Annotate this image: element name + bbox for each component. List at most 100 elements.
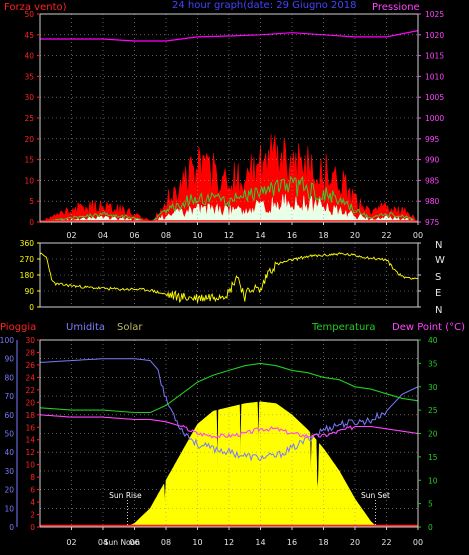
pressure-ytick-label: 995 bbox=[425, 135, 440, 144]
rain-ytick-label: 12 bbox=[25, 448, 35, 457]
pressure-line bbox=[40, 30, 419, 42]
wind-ytick-label: 45 bbox=[24, 31, 34, 40]
wind-ytick-label: 20 bbox=[24, 135, 34, 144]
rain-ytick-label: 8 bbox=[30, 473, 35, 482]
panel1-xtick-label: 10 bbox=[192, 231, 202, 240]
wind-ytick-label: 0 bbox=[29, 218, 34, 227]
panel3-xtick-label: 22 bbox=[381, 538, 391, 547]
wind-ytick-label: 50 bbox=[24, 10, 34, 19]
temperature-ytick-label: 35 bbox=[428, 359, 438, 368]
rain-ytick-label: 20 bbox=[25, 398, 35, 407]
direction-ytick-label: 360 bbox=[20, 239, 35, 248]
panel1-xtick-label: 14 bbox=[255, 231, 265, 240]
rain-ytick-label: 18 bbox=[25, 411, 35, 420]
pressure-ytick-label: 1005 bbox=[425, 93, 444, 102]
panel1-xtick-label: 04 bbox=[98, 231, 108, 240]
humidity-ytick-label: 100 bbox=[0, 336, 14, 345]
temperature-ytick-label: 0 bbox=[428, 523, 433, 532]
panel3-xtick-label: 06 bbox=[129, 538, 139, 547]
temperature-line bbox=[39, 362, 419, 414]
chart-title: 24 hour graph(date: 29 Giugno 2018 bbox=[172, 0, 356, 11]
pressure-ytick-label: 975 bbox=[425, 218, 440, 227]
temperature-ytick-label: 25 bbox=[428, 406, 438, 415]
pressure-ytick-label: 1015 bbox=[425, 52, 444, 61]
panel3-xtick-label: 18 bbox=[318, 538, 328, 547]
rain-ytick-label: 30 bbox=[25, 336, 35, 345]
panel3-xtick-label: 00 bbox=[413, 538, 423, 547]
panel3-xtick-label: 14 bbox=[255, 538, 265, 547]
humidity-ytick-label: 90 bbox=[4, 355, 14, 364]
panel3-xtick-label: 16 bbox=[287, 538, 297, 547]
rain-ytick-label: 28 bbox=[25, 348, 35, 357]
dewpoint-axis-label: Dew Point (°C) bbox=[392, 322, 465, 333]
humidity-ytick-label: 20 bbox=[4, 486, 14, 495]
compass-east: E bbox=[435, 288, 441, 299]
solar-axis-label: Solar bbox=[117, 322, 143, 333]
panel3-xtick-label: 04 bbox=[98, 538, 108, 547]
rain-axis-label: Pioggia bbox=[0, 322, 36, 333]
temperature-ytick-label: 5 bbox=[428, 500, 433, 509]
humidity-ytick-label: 10 bbox=[4, 504, 14, 513]
wind-axis-label: Forza vento) bbox=[4, 2, 67, 13]
humidity-ytick-label: 30 bbox=[4, 467, 14, 476]
humidity-ytick-label: 60 bbox=[4, 411, 14, 420]
direction-ytick-label: 0 bbox=[29, 303, 34, 312]
pressure-axis-label: Pressione bbox=[372, 2, 420, 13]
humidity-line bbox=[39, 358, 419, 462]
wind-ytick-label: 25 bbox=[24, 114, 34, 123]
panel1-xtick-label: 00 bbox=[413, 231, 423, 240]
panel1-xtick-label: 22 bbox=[381, 231, 391, 240]
panel3-xtick-label: 12 bbox=[224, 538, 234, 547]
pressure-ytick-label: 1020 bbox=[425, 31, 444, 40]
rain-ytick-label: 6 bbox=[30, 486, 35, 495]
temperature-ytick-label: 20 bbox=[428, 430, 438, 439]
wind-ytick-label: 5 bbox=[29, 197, 34, 206]
panel3-xtick-label: 08 bbox=[161, 538, 171, 547]
panel1-xtick-label: 06 bbox=[129, 231, 139, 240]
humidity-ytick-label: 50 bbox=[4, 430, 14, 439]
temperature-axis-label: Temperatura bbox=[311, 322, 376, 333]
rain-ytick-label: 0 bbox=[30, 523, 35, 532]
compass-west: W bbox=[435, 255, 445, 266]
temperature-ytick-label: 30 bbox=[428, 383, 438, 392]
direction-ytick-label: 180 bbox=[20, 271, 35, 280]
rain-ytick-label: 26 bbox=[25, 361, 35, 370]
rain-ytick-label: 4 bbox=[30, 498, 35, 507]
panel3-xtick-label: 20 bbox=[350, 538, 360, 547]
panel3-xtick-label: 02 bbox=[66, 538, 76, 547]
panel1-xtick-label: 16 bbox=[287, 231, 297, 240]
sun-noon-overlap-label: Sun Noon bbox=[104, 538, 140, 547]
compass-south: S bbox=[435, 272, 441, 283]
pressure-ytick-label: 980 bbox=[425, 197, 440, 206]
wind-ytick-label: 40 bbox=[24, 52, 34, 61]
wind-ytick-label: 30 bbox=[24, 93, 34, 102]
dewpoint-line bbox=[39, 414, 419, 439]
temperature-ytick-label: 40 bbox=[428, 336, 438, 345]
rain-ytick-label: 14 bbox=[25, 436, 35, 445]
wind-ytick-label: 15 bbox=[24, 156, 34, 165]
humidity-ytick-label: 80 bbox=[4, 373, 14, 382]
humidity-ytick-label: 40 bbox=[4, 448, 14, 457]
compass-north-top: N bbox=[435, 240, 442, 251]
panel1-xtick-label: 08 bbox=[161, 231, 171, 240]
direction-ytick-label: 270 bbox=[20, 255, 35, 264]
compass-north-bottom: N bbox=[435, 305, 442, 316]
temperature-ytick-label: 10 bbox=[428, 476, 438, 485]
rain-ytick-label: 16 bbox=[25, 423, 35, 432]
humidity-axis-label: Umidita bbox=[66, 322, 105, 333]
pressure-ytick-label: 990 bbox=[425, 156, 440, 165]
wind-ytick-label: 10 bbox=[24, 176, 34, 185]
panel1-xtick-label: 02 bbox=[66, 231, 76, 240]
pressure-ytick-label: 1000 bbox=[425, 114, 444, 123]
direction-ytick-label: 90 bbox=[24, 287, 34, 296]
pressure-ytick-label: 985 bbox=[425, 176, 440, 185]
sun-rise-label: Sun Rise bbox=[109, 491, 142, 500]
sun-set-label: Sun Set bbox=[361, 491, 390, 500]
wind-gust-area bbox=[39, 134, 419, 223]
pressure-ytick-label: 1025 bbox=[425, 10, 444, 19]
humidity-ytick-label: 70 bbox=[4, 392, 14, 401]
rain-ytick-label: 24 bbox=[25, 373, 35, 382]
wind-ytick-label: 35 bbox=[24, 72, 34, 81]
panel3-xtick-label: 10 bbox=[192, 538, 202, 547]
